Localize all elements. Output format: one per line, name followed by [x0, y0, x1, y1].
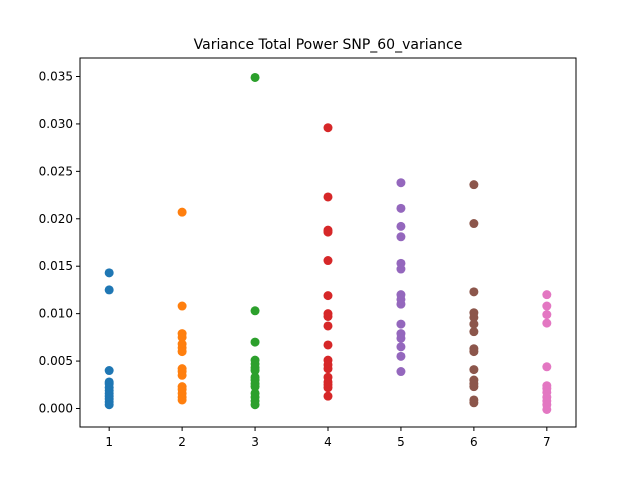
data-points — [104, 72, 552, 414]
scatter-point-group-6 — [469, 365, 479, 375]
scatter-point-group-5 — [396, 333, 406, 343]
scatter-point-group-5 — [396, 299, 406, 309]
scatter-point-group-4 — [323, 291, 333, 301]
scatter-point-group-5 — [396, 319, 406, 329]
scatter-point-group-7 — [542, 362, 552, 372]
scatter-point-group-6 — [469, 312, 479, 322]
scatter-point-group-2 — [177, 332, 187, 342]
scatter-point-group-1 — [104, 268, 114, 278]
scatter-point-group-3 — [250, 400, 260, 410]
scatter-point-group-3 — [250, 382, 260, 392]
chart-title: Variance Total Power SNP_60_variance — [194, 37, 463, 53]
scatter-point-group-4 — [323, 391, 333, 401]
x-tick-label: 4 — [324, 435, 332, 449]
scatter-point-group-5 — [396, 351, 406, 361]
scatter-point-group-6 — [469, 398, 479, 408]
scatter-point-group-5 — [396, 221, 406, 231]
x-tick-label: 6 — [470, 435, 478, 449]
scatter-point-group-4 — [323, 340, 333, 350]
scatter-point-group-3 — [250, 366, 260, 376]
y-tick-label: 0.020 — [39, 212, 73, 226]
y-tick-label: 0.015 — [39, 259, 73, 273]
scatter-point-group-3 — [250, 72, 260, 82]
x-tick-label: 2 — [178, 435, 186, 449]
scatter-point-group-4 — [323, 321, 333, 331]
scatter-point-group-2 — [177, 347, 187, 357]
scatter-point-group-7 — [542, 318, 552, 328]
scatter-point-group-6 — [469, 180, 479, 190]
scatter-point-group-7 — [542, 301, 552, 311]
x-tick-label: 3 — [251, 435, 259, 449]
scatter-point-group-7 — [542, 404, 552, 414]
scatter-point-group-4 — [323, 192, 333, 202]
scatter-point-group-4 — [323, 123, 333, 133]
scatter-point-group-4 — [323, 383, 333, 393]
scatter-point-group-5 — [396, 367, 406, 377]
scatter-point-group-6 — [469, 382, 479, 392]
scatter-point-group-2 — [177, 395, 187, 405]
y-tick-label: 0.010 — [39, 307, 73, 321]
y-tick-label: 0.035 — [39, 69, 73, 83]
x-tick-label: 5 — [397, 435, 405, 449]
scatter-point-group-7 — [542, 290, 552, 300]
scatter-point-group-3 — [250, 306, 260, 316]
x-tick-label: 7 — [543, 435, 551, 449]
scatter-point-group-2 — [177, 207, 187, 217]
y-tick-label: 0.000 — [39, 402, 73, 416]
y-tick-label: 0.005 — [39, 354, 73, 368]
x-tick-label: 1 — [105, 435, 113, 449]
scatter-point-group-1 — [104, 285, 114, 295]
scatter-point-group-1 — [104, 400, 114, 410]
scatter-point-group-5 — [396, 178, 406, 188]
scatter-point-group-6 — [469, 327, 479, 337]
y-tick-label: 0.030 — [39, 117, 73, 131]
scatter-point-group-5 — [396, 232, 406, 242]
scatter-point-group-5 — [396, 342, 406, 352]
scatter-point-group-2 — [177, 301, 187, 311]
scatter-point-group-3 — [250, 337, 260, 347]
y-tick-label: 0.025 — [39, 164, 73, 178]
scatter-point-group-4 — [323, 364, 333, 374]
scatter-point-group-5 — [396, 264, 406, 274]
scatter-point-group-4 — [323, 311, 333, 321]
scatter-point-group-5 — [396, 203, 406, 213]
plot-area-frame — [79, 57, 577, 428]
scatter-point-group-7 — [542, 310, 552, 320]
scatter-point-group-6 — [469, 219, 479, 229]
scatter-point-group-1 — [104, 366, 114, 376]
scatter-point-group-2 — [177, 370, 187, 380]
scatter-point-group-6 — [469, 347, 479, 357]
scatter-point-group-6 — [469, 287, 479, 297]
scatter-point-group-4 — [323, 256, 333, 266]
scatter-point-group-6 — [469, 319, 479, 329]
scatter-point-group-4 — [323, 227, 333, 237]
axis-ticks: 1 2 3 4 5 6 7 0.000 0.005 0.010 0.015 0.020 0.025 0.0… — [39, 69, 551, 449]
